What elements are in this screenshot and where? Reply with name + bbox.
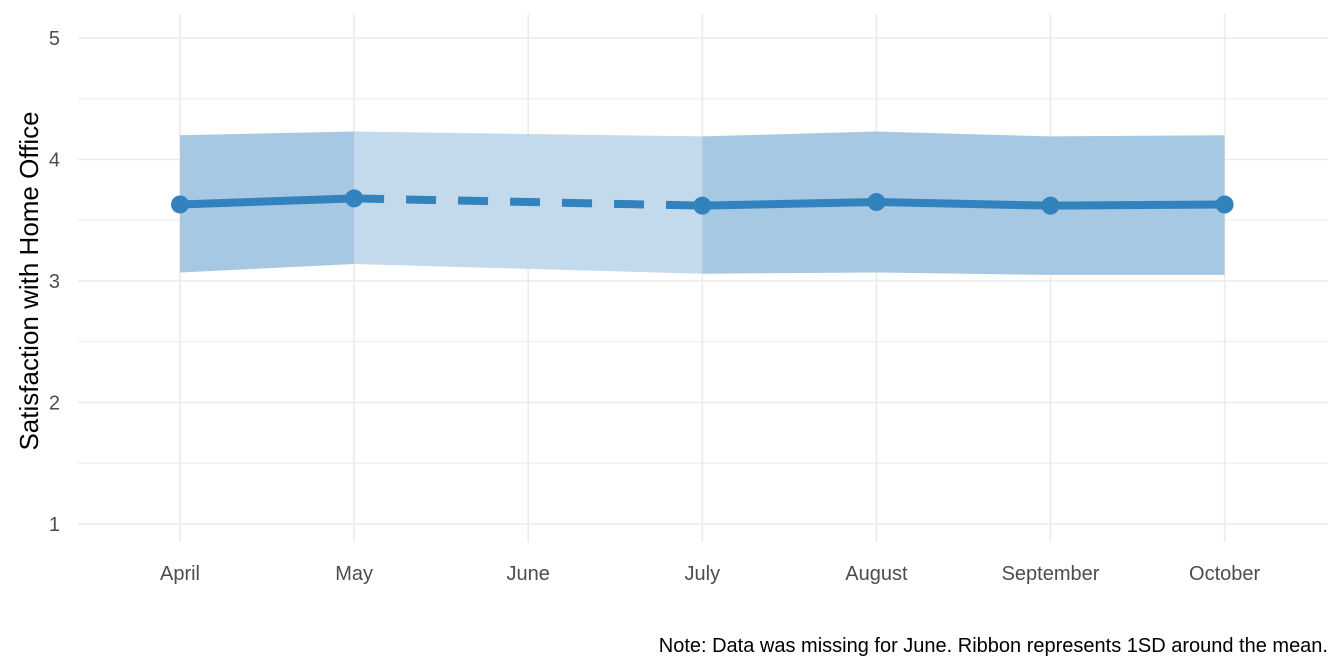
y-tick-label: 4 (49, 150, 60, 172)
y-tick-label: 1 (49, 514, 60, 536)
x-tick-label: July (685, 563, 721, 585)
data-point (693, 196, 712, 215)
y-tick-label: 3 (49, 271, 60, 293)
data-point (867, 193, 886, 212)
chart-caption: Note: Data was missing for June. Ribbon … (659, 635, 1328, 657)
data-point (171, 195, 189, 214)
x-axis-ticks: April May June July August September October (160, 563, 1261, 585)
y-tick-label: 2 (49, 393, 60, 415)
grid-lines (78, 14, 1328, 542)
x-tick-label: April (160, 563, 200, 585)
series-line-observed (179, 194, 355, 209)
series-line-missing (354, 194, 703, 210)
y-tick-label: 5 (49, 28, 60, 50)
y-axis-label: Satisfaction with Home Office (14, 111, 44, 450)
series-line-observed (702, 198, 1225, 210)
y-axis-ticks: 1 2 3 4 5 (49, 28, 60, 536)
x-tick-label: October (1189, 563, 1260, 585)
data-point (1215, 195, 1234, 214)
x-tick-label: May (335, 563, 373, 585)
data-point (345, 189, 364, 208)
x-tick-label: September (1002, 563, 1100, 585)
x-tick-label: June (507, 563, 550, 585)
data-points (171, 189, 1234, 215)
x-tick-label: August (845, 563, 908, 585)
series-lines (179, 194, 1225, 210)
data-point (1041, 196, 1060, 215)
